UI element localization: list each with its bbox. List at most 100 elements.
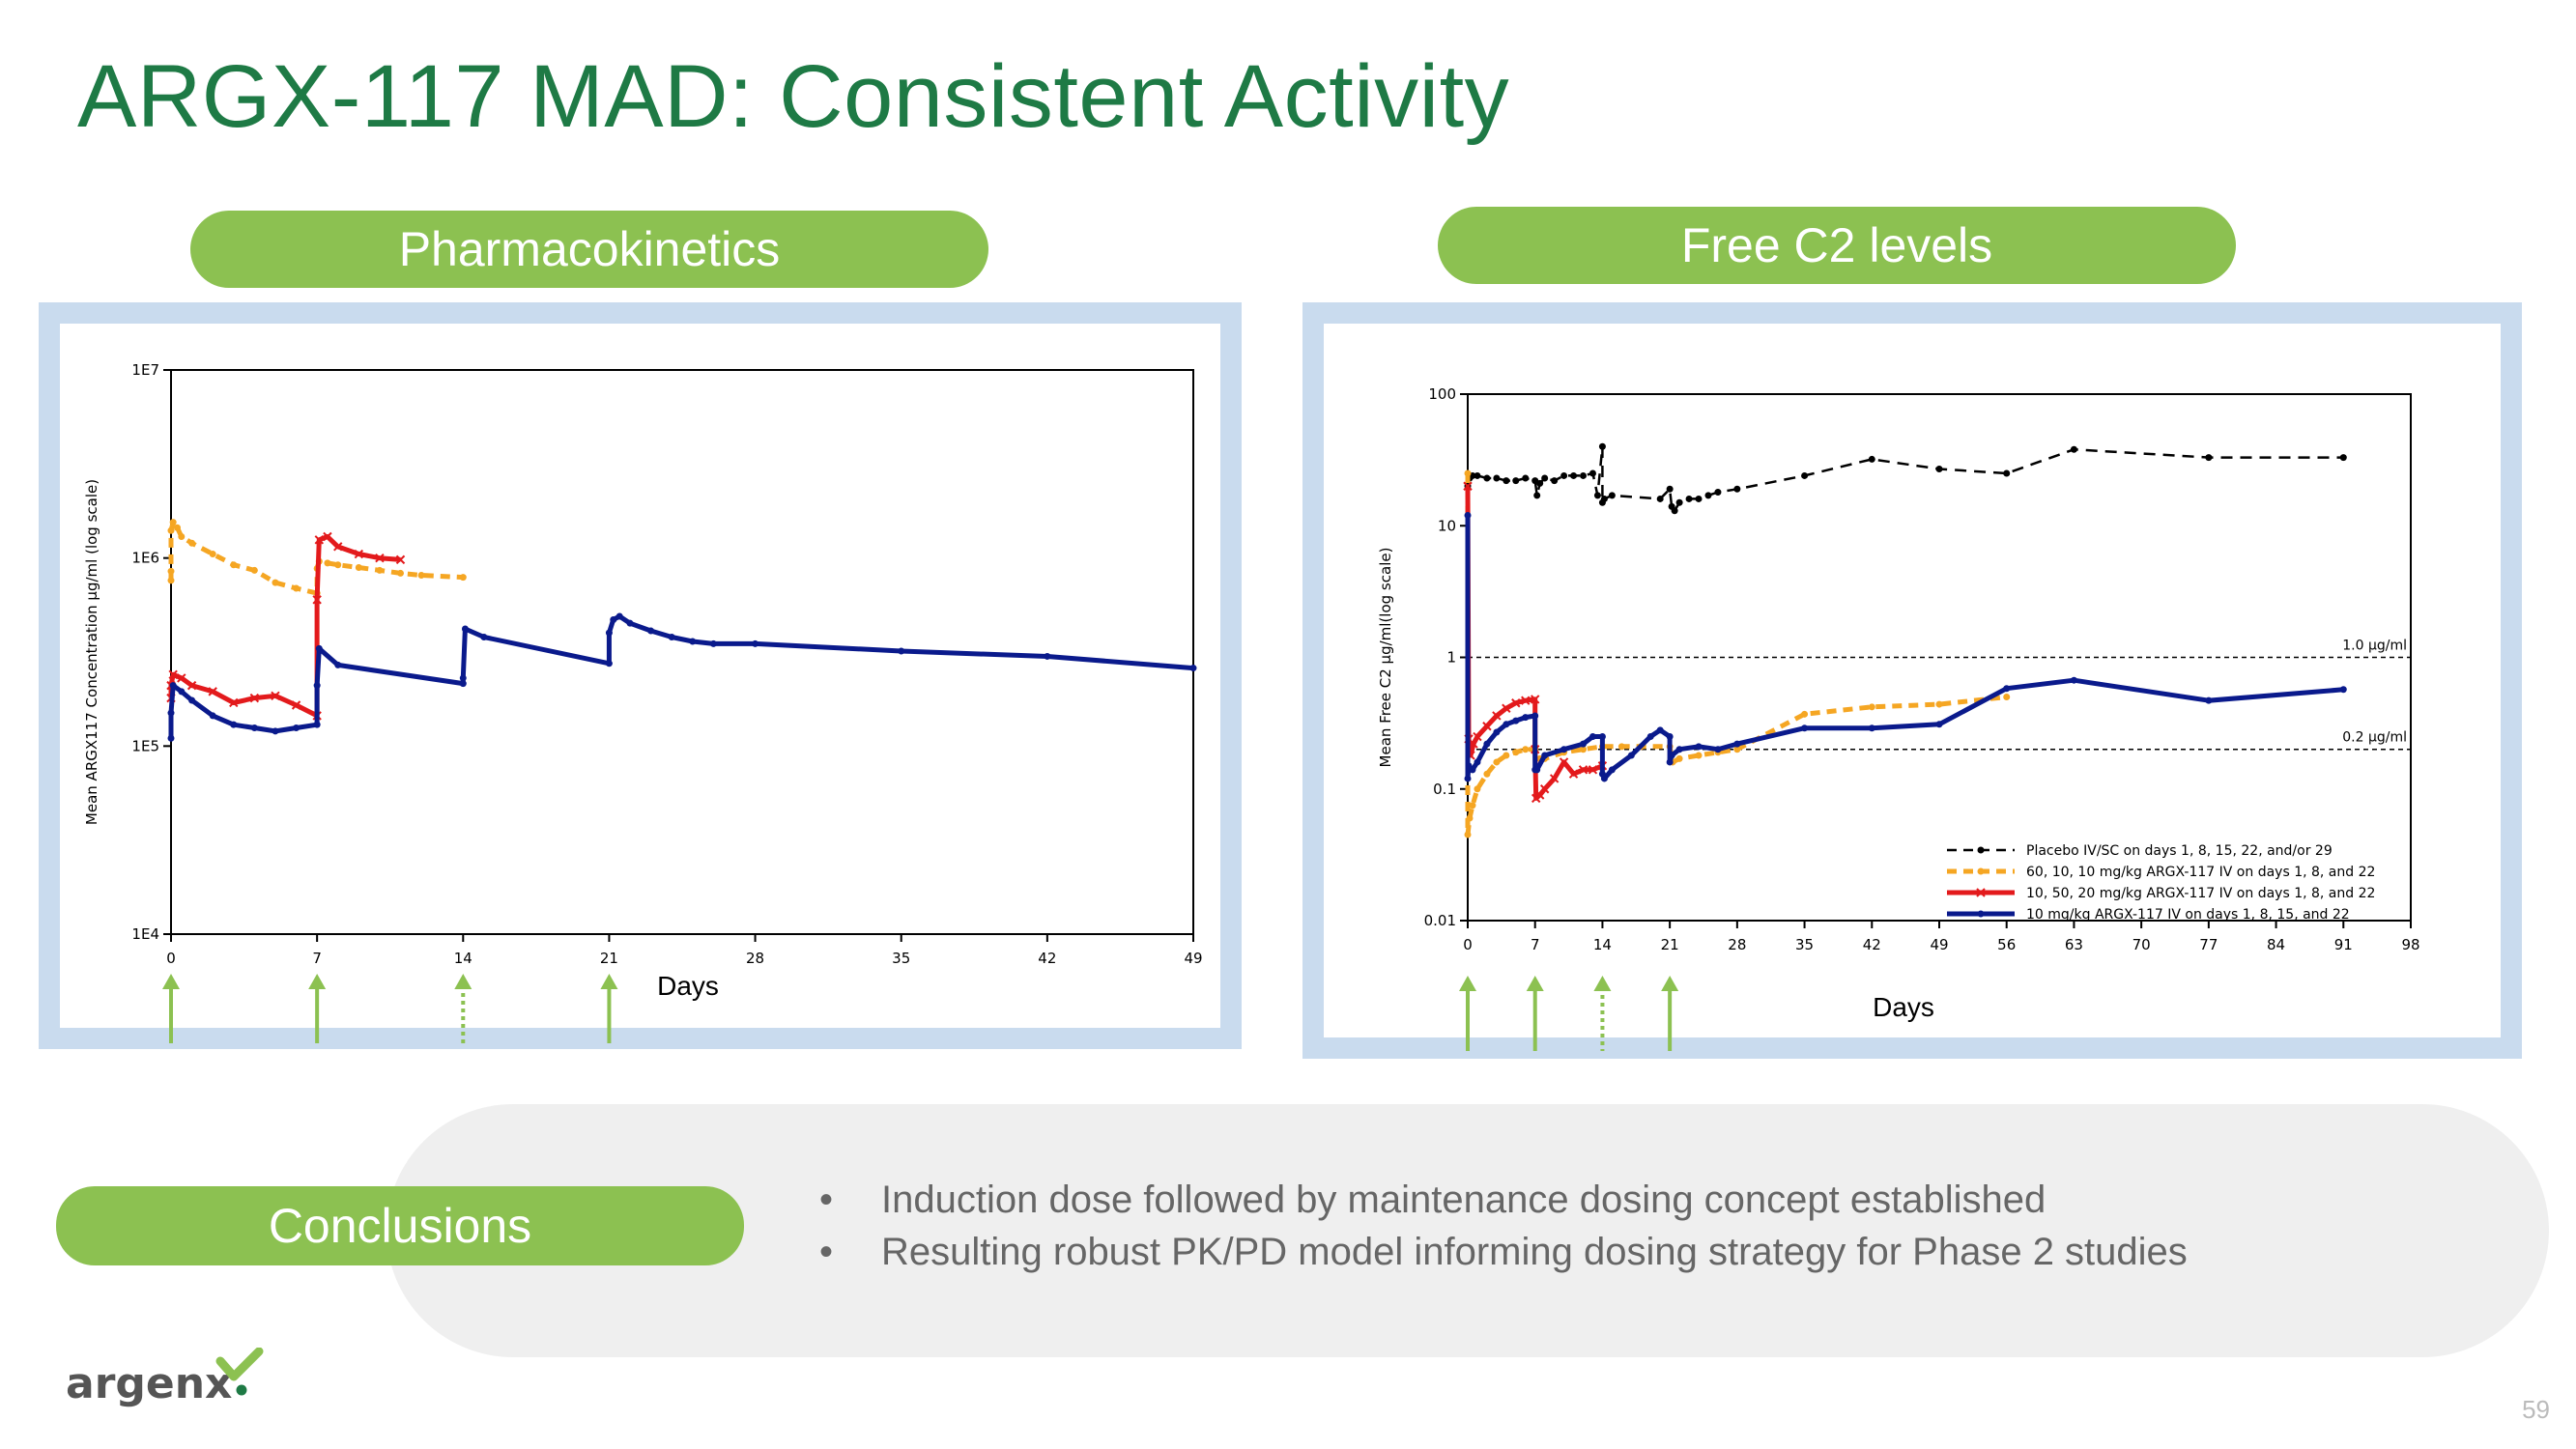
c2-dose-arrow-icon [1661,976,1679,1051]
pk-chart-panel [39,302,1242,1049]
pk-data-point [169,519,177,526]
c2-data-point [1464,469,1472,477]
pk-x-tick-label: 14 [454,950,472,967]
c2-data-point [1522,714,1530,722]
c2-data-point [1801,710,1809,718]
c2-data-point [2070,445,2077,453]
pk-y-tick-label: 1E6 [131,550,159,567]
pk-data-point [230,561,238,569]
pk-data-point [250,566,258,574]
c2-data-point [1580,740,1588,748]
pk-y-axis-label: Mean ARGX117 Concentration µg/ml (log sc… [83,479,100,825]
pk-data-point [752,639,759,647]
pk-data-point [167,567,175,575]
c2-x-tick-label: 56 [1997,936,2016,953]
c2-data-point [1503,721,1510,728]
pk-data-point [459,680,467,688]
pk-data-point [271,691,280,701]
c2-data-point [1511,698,1521,708]
c2-y-tick-label: 0.1 [1433,781,1456,798]
pk-data-point [230,721,238,728]
c2-data-point [1559,757,1569,767]
pk-data-point [709,639,717,647]
pk-data-point [334,561,342,569]
pk-data-point [480,633,488,640]
c2-x-tick-label: 42 [1863,936,1881,953]
pk-x-tick-label: 49 [1184,950,1202,967]
c2-x-tick-label: 0 [1463,936,1473,953]
c2-data-point [1483,770,1491,778]
logo-text: argenx [66,1359,232,1408]
c2-data-point [1551,477,1559,485]
pk-data-point [626,619,634,627]
c2-data-point [1646,733,1654,741]
pk-data-point [293,584,301,592]
pk-data-point [272,579,279,586]
c2-data-point [1473,731,1482,742]
c2-series-2 [1464,469,2011,838]
pk-x-tick-label: 42 [1038,950,1056,967]
c2-data-point [1464,775,1472,782]
pk-dose-arrow-icon [454,974,472,1043]
pk-data-point [167,577,175,584]
c2-legend-label: 60, 10, 10 mg/kg ARGX-117 IV on days 1, … [2026,865,2375,880]
c2-data-point [1580,746,1588,753]
c2-data-point [1685,495,1693,502]
c2-data-point [1521,696,1531,705]
pk-data-point [333,542,343,552]
c2-data-point [1600,775,1608,782]
pk-data-point [293,724,301,731]
c2-legend-marker [1977,846,1985,854]
c2-x-tick-label: 70 [2132,936,2151,953]
c2-data-point [1656,726,1664,734]
c2-data-point [1503,477,1510,485]
pk-dose-arrow-head [600,974,618,989]
c2-x-tick-label: 77 [2199,936,2218,953]
pk-dose-arrow-head [308,974,327,989]
pk-y-tick-label: 1E5 [131,737,159,754]
c2-y-tick-label: 1 [1446,649,1456,667]
c2-data-point [1512,717,1520,724]
c2-data-point [1868,703,1875,711]
c2-dose-arrow-head [1593,976,1612,991]
pk-data-point [209,712,216,720]
c2-data-point [1714,746,1722,753]
c2-y-tick-label: 100 [1428,385,1456,403]
c2-data-point [1617,743,1625,751]
pk-data-point [615,612,623,620]
pk-data-point [898,647,905,655]
pk-data-point [250,724,258,731]
c2-data-point [1560,746,1568,753]
c2-series-4 [1464,511,2347,782]
c2-y-axis-label: Mean Free C2 µg/ml(log scale) [1377,548,1394,768]
pk-data-point [375,553,385,563]
pk-data-point [459,574,467,582]
pk-plot-frame [170,369,1194,935]
c2-data-point [1533,492,1541,499]
pk-data-point [1189,665,1197,672]
c2-series-line [1465,473,2007,838]
pk-dose-arrow-icon [162,974,180,1043]
c2-data-point [1801,724,1809,732]
pk-data-point [208,687,217,696]
c2-data-point [1580,471,1588,479]
c2-data-point [1666,485,1674,493]
c2-data-point [2339,686,2347,694]
pk-data-point [1044,652,1051,660]
argenx-logo: argenx [66,1348,264,1408]
pk-series-line [168,534,401,719]
c2-y-tick-label: 0.01 [1424,912,1456,929]
c2-legend-marker [1977,910,1985,918]
slide-title: ARGX-117 MAD: Consistent Activity [77,47,1510,146]
pk-data-point [647,627,655,635]
c2-data-point [1469,739,1478,749]
c2-data-point [1549,774,1560,783]
c2-data-point [1598,442,1606,450]
c2-legend-label: Placebo IV/SC on days 1, 8, 15, 22, and/… [2026,843,2333,859]
pk-series-line [168,613,1194,739]
pk-data-point [186,680,197,691]
pk-y-tick-label: 1E7 [131,361,159,379]
pk-data-point [459,674,467,682]
pharmacokinetics-header-pill: Pharmacokinetics [190,211,988,288]
c2-x-tick-label: 35 [1795,936,1814,953]
